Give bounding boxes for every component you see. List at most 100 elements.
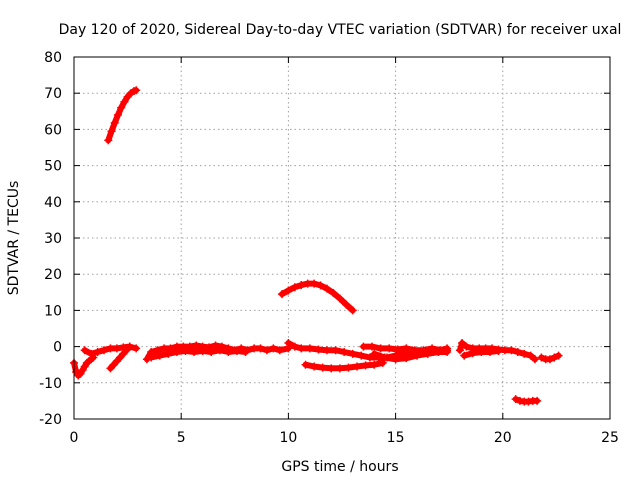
series-arc-midday-hump [277,279,357,315]
data-point [147,353,156,362]
data-point [353,362,362,371]
data-point [172,348,181,357]
data-point [192,341,201,350]
x-tick-label: 20 [494,430,512,446]
y-tick-label: 70 [44,86,62,102]
data-point [443,346,452,355]
data-point [513,348,522,357]
y-tick-label: 40 [44,195,62,211]
data-point [198,346,207,355]
series-band [302,359,386,372]
data-point [117,103,126,112]
data-point [342,300,351,309]
data-point [344,363,353,372]
series-arc-evening-lower [460,346,503,360]
x-tick-label: 5 [177,430,186,446]
data-point [376,344,385,353]
data-point [297,344,306,353]
data-point [297,281,306,290]
data-point [113,110,122,119]
series-arc-late [537,351,563,364]
data-point [340,348,349,357]
data-point [348,306,357,315]
y-tick-label: 80 [44,50,62,66]
data-point [93,348,102,357]
data-point [468,349,477,358]
chart-title: Day 120 of 2020, Sidereal Day-to-day VTE… [59,22,622,38]
x-tick-label: 0 [70,430,79,446]
data-point [318,363,327,372]
data-point [460,351,469,360]
data-point [458,338,467,347]
data-point [413,351,422,360]
data-point [310,279,319,288]
data-point [550,353,559,362]
data-point [310,362,319,371]
y-tick-label: 50 [44,159,62,175]
y-tick-label: -10 [39,376,62,392]
axis-ticks: 0 5 10 15 20 25 -20 -10 0 10 20 30 40 50 60 70 80 [39,50,619,446]
series-arc-afternoon-cross [370,346,452,364]
data-point [290,342,299,351]
data-point [284,286,293,295]
data-point [277,290,286,299]
series-arc-early-high [104,86,141,145]
data-point [526,351,535,360]
series-arc-late-low [511,395,542,406]
data-point [331,346,340,355]
data-point [434,348,443,357]
series-arc-morning-lower [147,346,250,362]
data-point [329,289,338,298]
data-point [391,355,400,364]
data-point [385,344,394,353]
data-point [361,361,370,370]
data-point [110,118,119,127]
data-point [370,349,379,358]
data-point [545,355,554,364]
data-point [410,346,419,355]
data-point [80,346,89,355]
data-point [275,346,284,355]
y-axis-label: SDTVAR / TECUs [6,181,22,296]
data-point [533,396,542,405]
data-point [190,348,199,357]
data-point [485,348,494,357]
series-arc-early-dip [106,342,134,373]
data-point [125,342,134,351]
x-tick-label: 25 [601,430,619,446]
data-point [335,364,344,373]
y-tick-label: 30 [44,231,62,247]
data-point [290,283,299,292]
grid-lines [74,57,610,419]
y-tick-label: 10 [44,303,62,319]
x-tick-label: 10 [279,430,297,446]
data-point [181,346,190,355]
data-point [207,348,216,357]
y-tick-label: -20 [39,412,62,428]
y-tick-label: 20 [44,267,62,283]
data-point [120,97,129,106]
series-band [105,87,140,144]
data-point [164,349,173,358]
data-point [393,345,402,354]
data-point [327,364,336,373]
data-point [132,344,141,353]
series-arc-afternoon-dip [301,358,387,373]
data-point [365,353,374,362]
data-point [269,344,278,353]
data-point [314,345,323,354]
data-point [155,351,164,360]
data-point [378,358,387,367]
data-point [262,346,271,355]
data-point [104,136,113,145]
data-point [132,86,141,95]
y-tick-label: 60 [44,122,62,138]
data-point [402,344,411,353]
data-point [284,338,293,347]
data-point [87,349,96,358]
data-point [322,346,331,355]
data-point [368,342,377,351]
data-point [423,349,432,358]
data-point [107,127,116,136]
